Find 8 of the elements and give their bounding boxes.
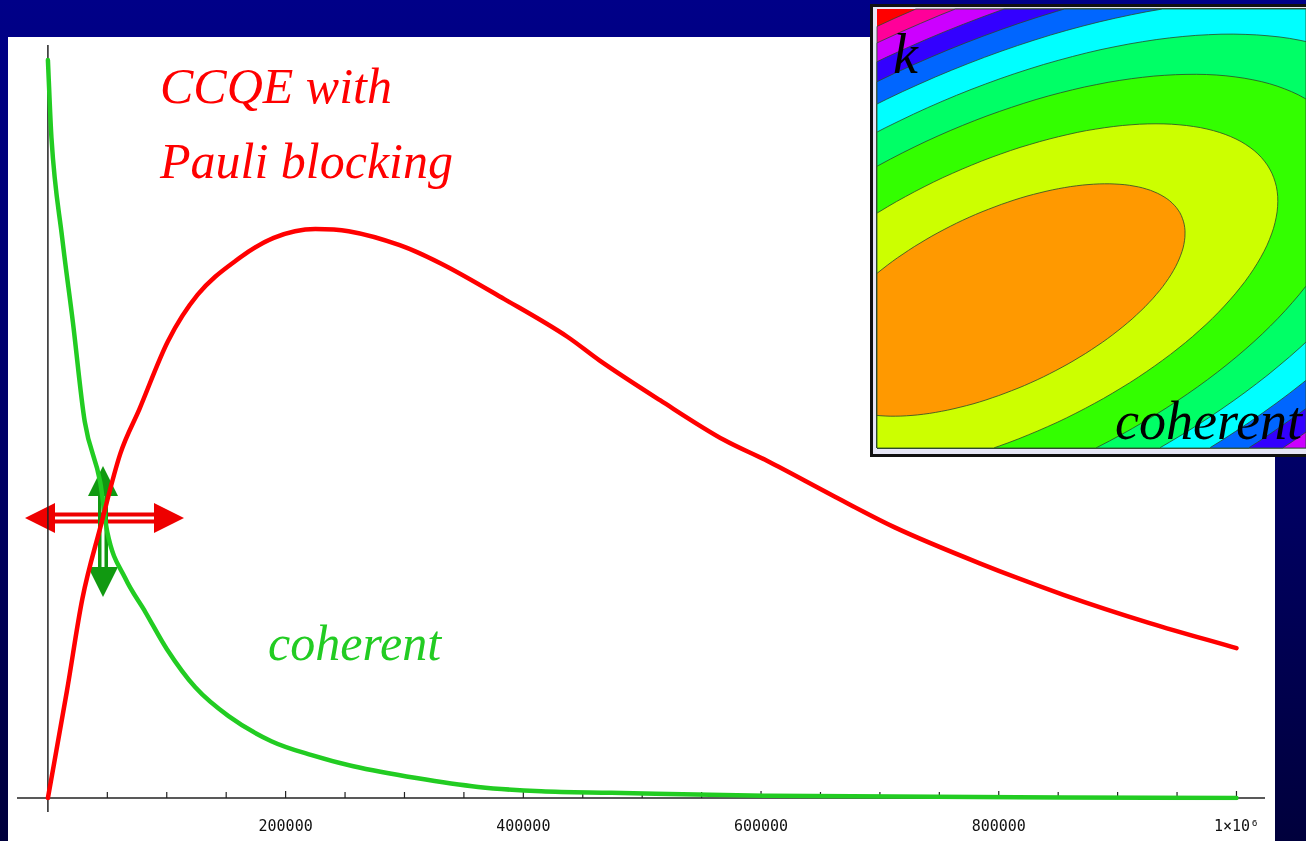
x-tick-label: 600000 bbox=[733, 816, 789, 835]
series-label: coherent bbox=[268, 615, 443, 671]
x-tick-label: 1×10⁶ bbox=[1213, 816, 1260, 835]
annotation: coherent bbox=[1115, 391, 1302, 451]
x-tick-label: 800000 bbox=[971, 816, 1026, 835]
x-tick-label: 400000 bbox=[496, 816, 551, 835]
x-tick-label: 200000 bbox=[258, 816, 313, 835]
series-label: CCQE with Pauli blocking bbox=[159, 58, 453, 189]
